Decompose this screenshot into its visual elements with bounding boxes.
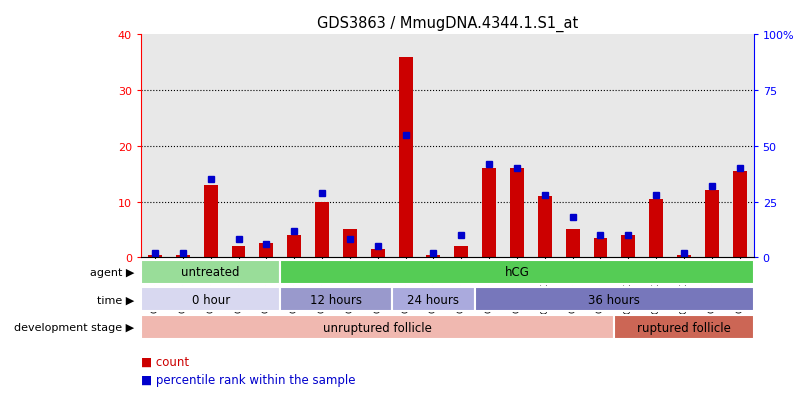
Text: ■ count: ■ count bbox=[141, 355, 189, 368]
Bar bbox=[141, 287, 280, 312]
Bar bbox=[260, 244, 273, 258]
Bar bbox=[426, 255, 440, 258]
Bar bbox=[649, 199, 663, 258]
Text: time ▶: time ▶ bbox=[98, 294, 135, 305]
Bar bbox=[538, 197, 552, 258]
Bar bbox=[176, 255, 189, 258]
Title: GDS3863 / MmugDNA.4344.1.S1_at: GDS3863 / MmugDNA.4344.1.S1_at bbox=[317, 16, 578, 32]
Bar bbox=[280, 260, 754, 284]
Bar bbox=[280, 287, 392, 312]
Bar bbox=[148, 255, 162, 258]
Text: 0 hour: 0 hour bbox=[192, 293, 230, 306]
Bar bbox=[343, 230, 357, 258]
Bar bbox=[566, 230, 580, 258]
Bar bbox=[399, 57, 413, 258]
Bar bbox=[204, 185, 218, 258]
Text: hCG: hCG bbox=[505, 266, 530, 278]
Text: unruptured follicle: unruptured follicle bbox=[323, 321, 432, 334]
Bar bbox=[593, 238, 608, 258]
Bar bbox=[141, 315, 614, 339]
Bar bbox=[141, 260, 280, 284]
Text: development stage ▶: development stage ▶ bbox=[15, 322, 135, 332]
Text: agent ▶: agent ▶ bbox=[90, 267, 135, 277]
Bar bbox=[705, 191, 719, 258]
Bar bbox=[476, 287, 754, 312]
Bar bbox=[614, 315, 754, 339]
Text: 12 hours: 12 hours bbox=[310, 293, 362, 306]
Bar bbox=[231, 247, 246, 258]
Bar bbox=[371, 249, 384, 258]
Bar bbox=[733, 171, 746, 258]
Bar bbox=[621, 235, 635, 258]
Bar bbox=[287, 235, 301, 258]
Bar bbox=[677, 255, 691, 258]
Text: ruptured follicle: ruptured follicle bbox=[637, 321, 731, 334]
Text: untreated: untreated bbox=[181, 266, 240, 278]
Bar bbox=[482, 169, 496, 258]
Text: 24 hours: 24 hours bbox=[407, 293, 459, 306]
Bar bbox=[455, 247, 468, 258]
Text: 36 hours: 36 hours bbox=[588, 293, 640, 306]
Bar bbox=[315, 202, 329, 258]
Bar bbox=[392, 287, 476, 312]
Text: ■ percentile rank within the sample: ■ percentile rank within the sample bbox=[141, 373, 355, 387]
Bar bbox=[510, 169, 524, 258]
